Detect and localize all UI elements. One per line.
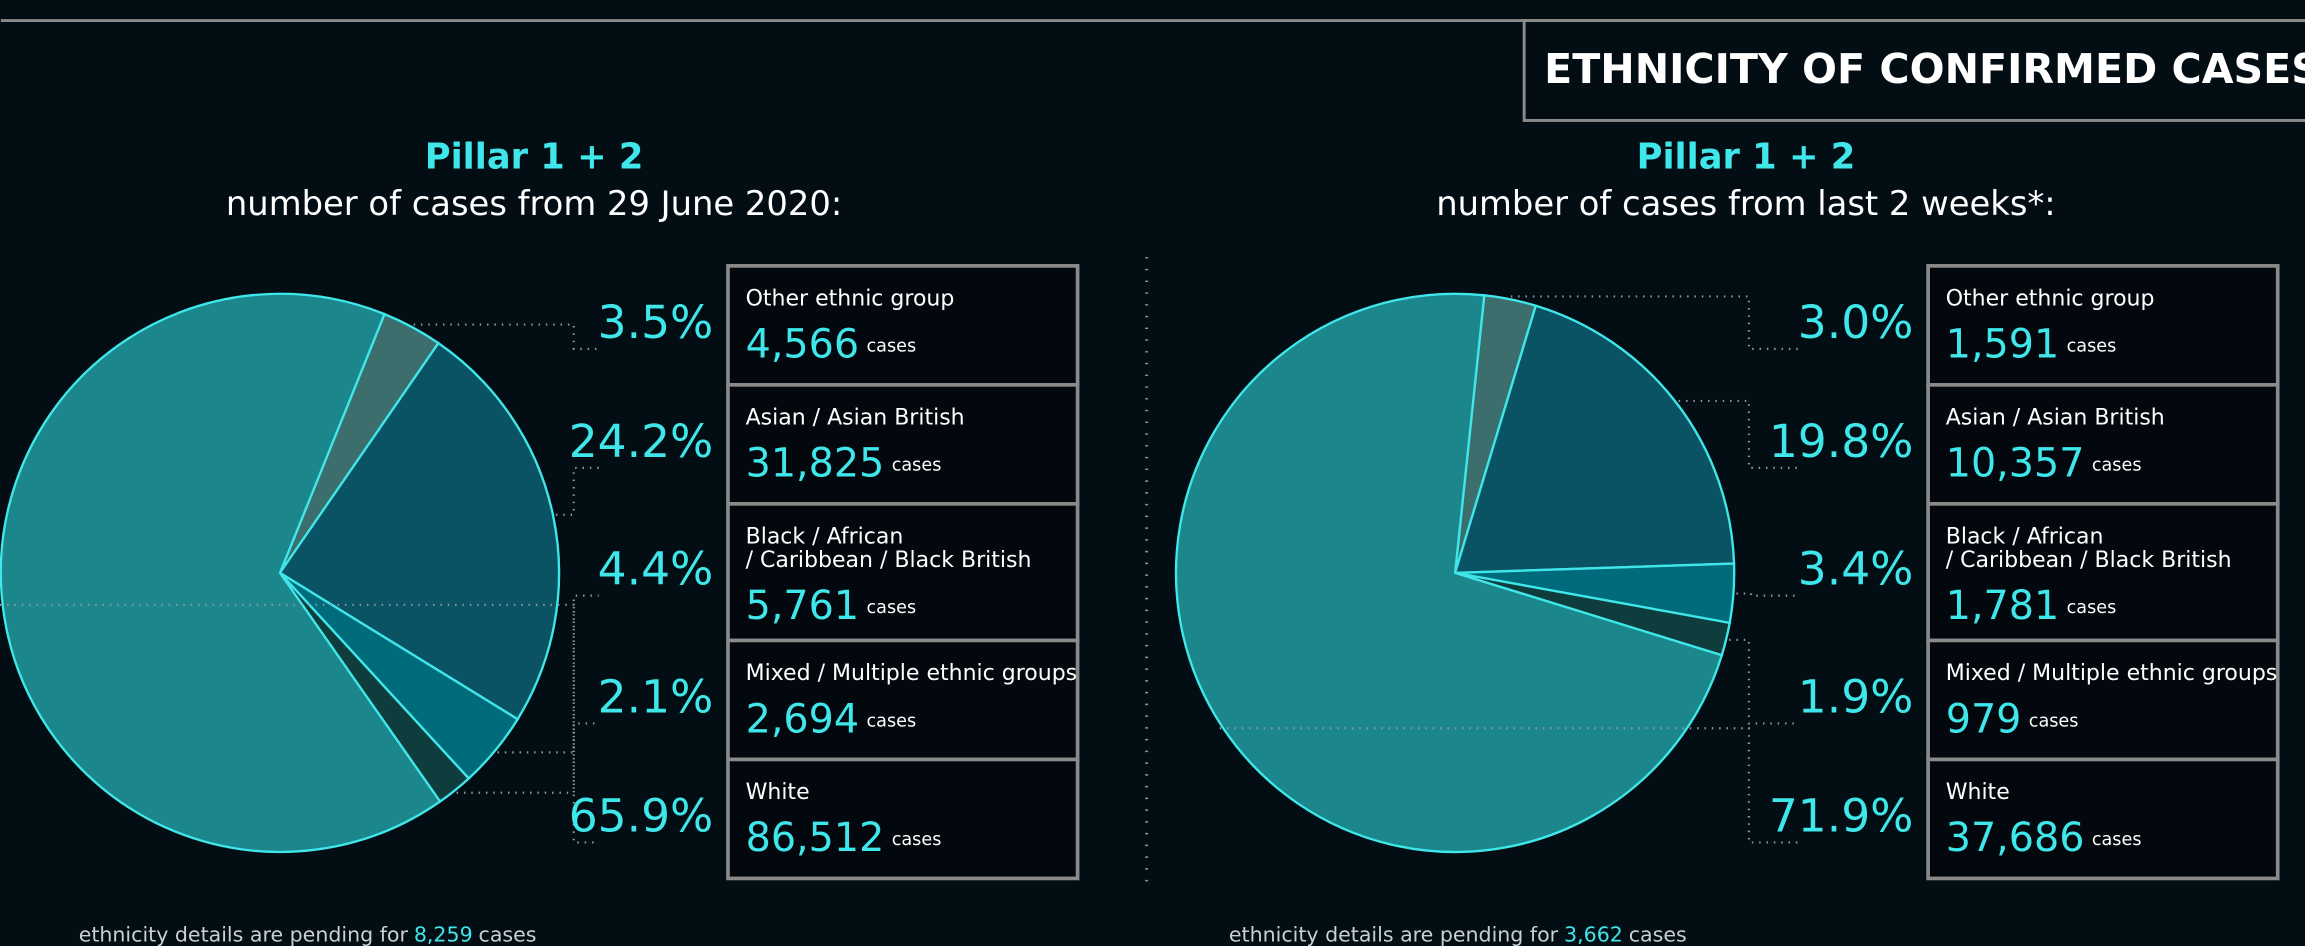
category-label: / Caribbean / Black British bbox=[746, 548, 1032, 573]
category-box bbox=[1926, 383, 2280, 506]
count-unit: cases bbox=[866, 711, 916, 731]
category-box bbox=[1926, 757, 2280, 881]
footnote: ethnicity details are pending for 3,662 ca… bbox=[1229, 923, 1687, 946]
chart-subtitle: number of cases from 29 June 2020: bbox=[226, 184, 842, 223]
pie-slice bbox=[0, 292, 442, 854]
footnote-unit: cases bbox=[479, 923, 537, 946]
percent-label: 71.9% bbox=[1769, 789, 1914, 842]
percent-label: 3.4% bbox=[1798, 543, 1914, 596]
footnote-text: ethnicity details are pending for bbox=[79, 923, 409, 946]
count-label: 1,591 cases bbox=[1946, 321, 2117, 367]
category-label: Other ethnic group bbox=[746, 287, 955, 312]
percent-label: 3.0% bbox=[1798, 296, 1914, 349]
count-label: 4,566 cases bbox=[746, 321, 917, 367]
count-unit: cases bbox=[2092, 830, 2142, 850]
category-label: Other ethnic group bbox=[1946, 287, 2155, 312]
category-label: Mixed / Multiple ethnic groups bbox=[746, 661, 1078, 686]
count-unit: cases bbox=[2067, 337, 2117, 357]
chart-title: Pillar 1 + 2 bbox=[425, 137, 644, 178]
category-box bbox=[726, 383, 1080, 506]
footnote: ethnicity details are pending for 8,259 ca… bbox=[79, 923, 537, 946]
category-label: White bbox=[1946, 780, 2010, 805]
count-value: 37,686 bbox=[1946, 815, 2085, 861]
header-box bbox=[1522, 19, 2305, 122]
leader-line bbox=[1736, 592, 1799, 597]
leader-line bbox=[497, 594, 599, 754]
category-label: Asian / Asian British bbox=[746, 406, 965, 431]
count-unit: cases bbox=[2067, 598, 2117, 618]
pie-slice bbox=[1453, 304, 1736, 575]
category-label: White bbox=[746, 780, 810, 805]
leader-line bbox=[1219, 727, 1799, 844]
percent-label: 4.4% bbox=[598, 543, 714, 596]
footnote-text: ethnicity details are pending for bbox=[1229, 923, 1559, 946]
category-box bbox=[726, 502, 1080, 643]
percent-label: 65.9% bbox=[569, 789, 714, 842]
pending-count: 3,662 bbox=[1564, 923, 1623, 946]
count-label: 37,686 cases bbox=[1946, 815, 2142, 861]
leader-line bbox=[456, 722, 599, 794]
footnote-unit: cases bbox=[1629, 923, 1687, 946]
percent-label: 3.5% bbox=[598, 296, 714, 349]
category-label: Black / African bbox=[1946, 525, 2104, 550]
count-unit: cases bbox=[2029, 711, 2079, 731]
count-value: 10,357 bbox=[1946, 440, 2085, 486]
count-unit: cases bbox=[2092, 456, 2142, 476]
count-value: 4,566 bbox=[746, 321, 860, 367]
count-value: 5,761 bbox=[746, 583, 860, 629]
category-box bbox=[726, 757, 1080, 881]
count-unit: cases bbox=[866, 598, 916, 618]
count-label: 979 cases bbox=[1946, 696, 2079, 742]
chart-subtitle: number of cases from last 2 weeks*: bbox=[1436, 184, 2055, 223]
count-label: 86,512 cases bbox=[746, 815, 942, 861]
count-label: 31,825 cases bbox=[746, 440, 942, 486]
category-label: Mixed / Multiple ethnic groups bbox=[1946, 661, 2278, 686]
category-box bbox=[1926, 502, 2280, 643]
leader-line bbox=[0, 603, 599, 844]
chart-title: Pillar 1 + 2 bbox=[1637, 137, 1856, 178]
percent-label: 1.9% bbox=[1798, 670, 1914, 723]
count-unit: cases bbox=[866, 337, 916, 357]
pie-slice bbox=[278, 341, 561, 721]
percent-label: 24.2% bbox=[569, 415, 714, 468]
count-value: 1,591 bbox=[1946, 321, 2060, 367]
count-value: 1,781 bbox=[1946, 583, 2060, 629]
header: ETHNICITY OF CONFIRMED CASES bbox=[1544, 45, 2305, 93]
count-label: 10,357 cases bbox=[1946, 440, 2142, 486]
pie-slice bbox=[1174, 292, 1724, 854]
count-label: 2,694 cases bbox=[746, 696, 917, 742]
pending-count: 8,259 bbox=[414, 923, 473, 946]
leader-line bbox=[1678, 399, 1799, 469]
count-value: 31,825 bbox=[746, 440, 885, 486]
category-label: Asian / Asian British bbox=[1946, 406, 2165, 431]
count-label: 5,761 cases bbox=[746, 583, 917, 629]
count-unit: cases bbox=[892, 830, 942, 850]
category-label: / Caribbean / Black British bbox=[1946, 548, 2232, 573]
count-value: 2,694 bbox=[746, 696, 860, 742]
count-unit: cases bbox=[892, 456, 942, 476]
category-label: Black / African bbox=[746, 525, 904, 550]
percent-label: 19.8% bbox=[1769, 415, 1914, 468]
percent-label: 2.1% bbox=[598, 670, 714, 723]
count-value: 86,512 bbox=[746, 815, 885, 861]
count-value: 979 bbox=[1946, 696, 2022, 742]
count-label: 1,781 cases bbox=[1946, 583, 2117, 629]
